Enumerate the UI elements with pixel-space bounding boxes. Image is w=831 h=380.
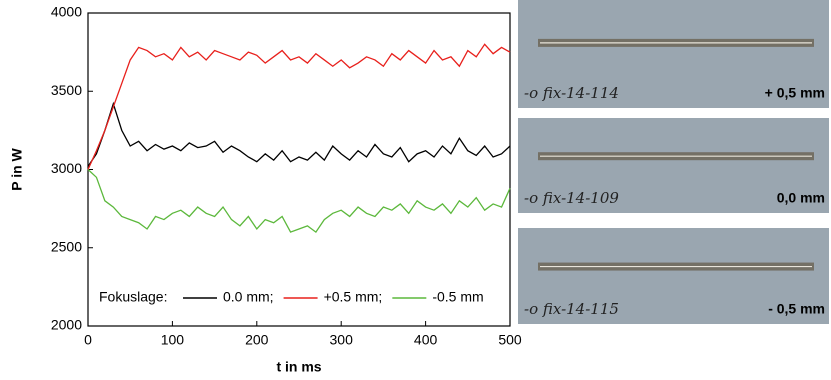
plot: 2000 2500 3000 3500 4000 0 100 200 300 400 500 t in…: [9, 4, 522, 375]
y-tick-label: 3500: [51, 82, 82, 98]
photo: [518, 118, 829, 213]
legend-title: Fokuslage:: [99, 289, 167, 305]
photo-caption: - 0,5 mm: [768, 301, 825, 317]
x-tick-label: 400: [414, 332, 438, 348]
plot-frame: [87, 12, 511, 327]
legend-label: +0.5 mm;: [324, 289, 383, 305]
x-axis-label: t in ms: [276, 359, 321, 375]
y-tick-label: 3000: [51, 160, 82, 176]
x-tick-label: 300: [330, 332, 354, 348]
photo-label: -o fix-14-109: [524, 189, 619, 207]
x-tick-label: 500: [498, 332, 522, 348]
photo-caption: 0,0 mm: [777, 190, 825, 206]
x-tick-label: 100: [161, 332, 185, 348]
series-line: [87, 43, 511, 170]
photo-label: -o fix-14-115: [524, 300, 619, 318]
y-tick-label: 2000: [51, 317, 82, 333]
x-tick-label: 200: [245, 332, 269, 348]
photo-caption: + 0,5 mm: [765, 85, 825, 101]
x-tick-label: 0: [84, 332, 92, 348]
y-axis-label: P in W: [9, 147, 25, 190]
legend-label: -0.5 mm: [432, 289, 483, 305]
photo: [518, 0, 829, 108]
y-tick-label: 4000: [51, 4, 82, 20]
series-line: [87, 169, 511, 234]
y-tick-label: 2500: [51, 238, 82, 254]
photo-label: -o fix-14-114: [524, 84, 619, 102]
photo: [518, 228, 829, 324]
legend-label: 0.0 mm;: [223, 289, 274, 305]
series-line: [87, 101, 511, 167]
photos: -o fix-14-114 + 0,5 mm -o fix-14-109 0,0 mm…: [518, 0, 829, 324]
